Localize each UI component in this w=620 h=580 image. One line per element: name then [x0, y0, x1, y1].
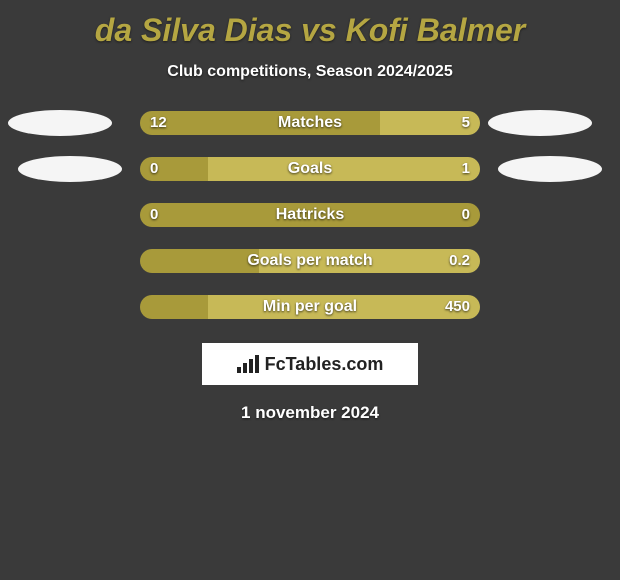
page-title: da Silva Dias vs Kofi Balmer [0, 0, 620, 49]
logo-text: FcTables.com [265, 354, 384, 375]
value-right: 5 [140, 111, 470, 135]
comparison-chart: 125Matches 01Goals 00Hattricks 0.2Goals per… [0, 111, 620, 319]
player-left-shape [18, 156, 122, 182]
stat-row: 125Matches [0, 111, 620, 135]
fctables-logo: FcTables.com [202, 343, 418, 385]
stat-row: 01Goals [0, 157, 620, 181]
player-right-shape [488, 110, 592, 136]
date-label: 1 november 2024 [0, 403, 620, 423]
value-right: 0.2 [140, 249, 470, 273]
bars-icon [237, 355, 259, 373]
subtitle: Club competitions, Season 2024/2025 [0, 63, 620, 81]
stat-row: 0.2Goals per match [0, 249, 620, 273]
value-right: 450 [140, 295, 470, 319]
player-left-shape [8, 110, 112, 136]
stat-row: 00Hattricks [0, 203, 620, 227]
value-right: 1 [140, 157, 470, 181]
stat-row: 450Min per goal [0, 295, 620, 319]
player-right-shape [498, 156, 602, 182]
value-right: 0 [140, 203, 470, 227]
